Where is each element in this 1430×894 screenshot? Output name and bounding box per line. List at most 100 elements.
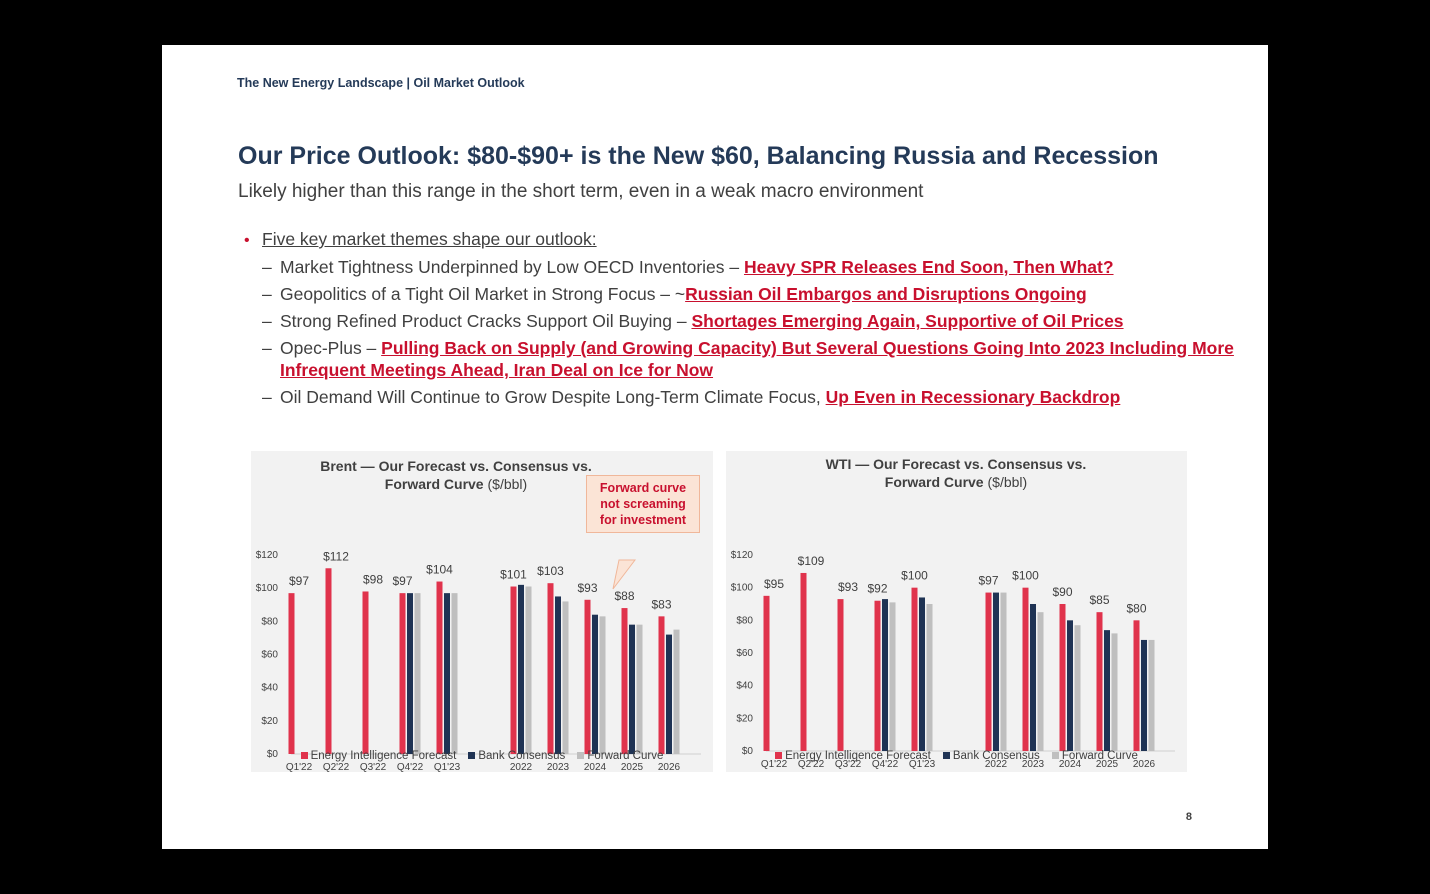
dash-icon: – bbox=[262, 257, 272, 277]
x-tick-label: Q1'23 bbox=[434, 762, 461, 772]
x-tick-label: Q2'22 bbox=[798, 759, 825, 770]
callout-line: not screaming bbox=[600, 497, 686, 511]
bar-bank bbox=[1104, 630, 1110, 751]
data-label: $100 bbox=[1012, 569, 1039, 583]
legend-label: Forward Curve bbox=[587, 750, 664, 762]
bar-bank bbox=[1141, 639, 1147, 751]
y-tick-label: $100 bbox=[731, 583, 754, 594]
legend-item-forecast: Energy Intelligence Forecast bbox=[775, 750, 931, 762]
bar-forward bbox=[599, 616, 606, 754]
data-label: $97 bbox=[978, 574, 998, 588]
dash-icon: – bbox=[262, 311, 272, 331]
data-label: $90 bbox=[1052, 585, 1072, 599]
x-tick-label: 2026 bbox=[658, 762, 681, 772]
legend-item-forecast: Energy Intelligence Forecast bbox=[300, 750, 457, 762]
legend-item-bank: Bank Consensus bbox=[468, 750, 565, 762]
wti-chart: $0 $20 $40 $60 $80 $100 $120 Q1'22 $95 Q2'22 $109 Q… bbox=[726, 451, 1187, 772]
data-label: $104 bbox=[426, 563, 453, 577]
bar-bank bbox=[993, 592, 999, 751]
bar-forward bbox=[636, 624, 643, 754]
data-label: $97 bbox=[289, 574, 309, 588]
legend-item-bank: Bank Consensus bbox=[942, 750, 1040, 762]
bar-bank bbox=[882, 599, 888, 751]
x-tick-label: Q1'22 bbox=[286, 762, 313, 772]
x-tick-label: Q4'22 bbox=[397, 762, 424, 772]
bar-forward bbox=[926, 604, 933, 751]
bullet-link[interactable]: Shortages Emerging Again, Supportive of … bbox=[691, 311, 1124, 331]
bar-forward bbox=[1074, 625, 1081, 751]
bar-forecast bbox=[658, 616, 665, 754]
bar-forecast bbox=[436, 581, 443, 754]
data-label: $100 bbox=[901, 569, 928, 583]
bullet-sub-item: – Oil Demand Will Continue to Grow Despit… bbox=[244, 386, 1254, 408]
y-tick-label: $0 bbox=[267, 749, 279, 760]
brent-chart: $0 $20 $40 $60 $80 $100 $120 Q1'22 $97 Q2'22 $112 Q… bbox=[251, 451, 713, 772]
bar-forecast bbox=[1059, 604, 1066, 751]
data-label: $97 bbox=[392, 574, 412, 588]
x-tick-label: 2026 bbox=[1133, 759, 1156, 770]
y-tick-label: $80 bbox=[261, 616, 278, 627]
callout-line: for investment bbox=[599, 513, 687, 527]
y-tick-label: $80 bbox=[736, 615, 753, 626]
chart-legend: Energy Intelligence Forecast Bank Consen… bbox=[726, 750, 1187, 762]
bar-bank bbox=[444, 593, 450, 754]
x-tick-label: Q3'22 bbox=[360, 762, 387, 772]
bar-forward bbox=[1111, 633, 1118, 751]
bullet-sub-item: – Strong Refined Product Cracks Support O… bbox=[244, 310, 1254, 332]
y-tick-label: $20 bbox=[736, 713, 753, 724]
bullet-link[interactable]: Russian Oil Embargos and Disruptions Ong… bbox=[685, 284, 1087, 304]
chart-title: Brent — Our Forecast vs. Consensus vs. F… bbox=[291, 457, 621, 493]
legend-label: Energy Intelligence Forecast bbox=[310, 750, 457, 762]
page-subtitle: Likely higher than this range in the sho… bbox=[238, 181, 924, 202]
bullet-link[interactable]: Pulling Back on Supply (and Growing Capa… bbox=[280, 338, 1234, 380]
chart-title-unit: ($/bbl) bbox=[487, 476, 528, 492]
x-tick-label: 2025 bbox=[1096, 759, 1119, 770]
bar-forward bbox=[1000, 592, 1007, 751]
wti-chart-svg: $0 $20 $40 $60 $80 $100 $120 Q1'22 $95 Q2'22 $109 Q… bbox=[731, 550, 1175, 770]
y-tick-label: $60 bbox=[261, 650, 278, 661]
x-tick-label: Q3'22 bbox=[835, 759, 862, 770]
legend-item-forward: Forward Curve bbox=[577, 750, 663, 762]
chart-title-line1: Brent — Our Forecast vs. Consensus vs. bbox=[320, 458, 592, 474]
x-tick-label: Q1'22 bbox=[761, 759, 788, 770]
bar-bank bbox=[666, 634, 672, 754]
bullet-sub-item: – Opec-Plus – Pulling Back on Supply (and… bbox=[244, 337, 1254, 381]
data-label: $109 bbox=[798, 554, 825, 568]
bar-forecast bbox=[547, 583, 554, 754]
bar-forward bbox=[673, 629, 680, 754]
x-tick-label: Q1'23 bbox=[909, 759, 936, 770]
brent-chart-svg: $0 $20 $40 $60 $80 $100 $120 Q1'22 $97 Q2'22 $112 Q… bbox=[256, 549, 701, 772]
bullet-main: • Five key market themes shape our outlo… bbox=[244, 229, 1254, 256]
bar-forecast bbox=[510, 586, 517, 754]
legend-label: Energy Intelligence Forecast bbox=[785, 750, 931, 762]
chart-title-line2: Forward Curve bbox=[384, 476, 484, 492]
bar-forecast bbox=[1096, 612, 1103, 751]
bar-forecast bbox=[1022, 587, 1029, 751]
data-label: $88 bbox=[614, 589, 634, 603]
x-tick-label: 2022 bbox=[510, 762, 533, 772]
data-label: $112 bbox=[323, 549, 349, 563]
bar-bank bbox=[518, 584, 524, 754]
legend-swatch bbox=[577, 752, 585, 759]
legend-item-forward: Forward Curve bbox=[1051, 750, 1138, 762]
data-label: $101 bbox=[500, 568, 527, 582]
legend-label: Bank Consensus bbox=[952, 750, 1040, 762]
slide: The New Energy Landscape | Oil Market Ou… bbox=[162, 45, 1268, 849]
x-tick-label: 2023 bbox=[547, 762, 570, 772]
bar-forecast bbox=[362, 591, 369, 754]
data-label: $83 bbox=[651, 597, 671, 611]
x-tick-label: 2025 bbox=[621, 762, 644, 772]
legend-label: Bank Consensus bbox=[478, 750, 566, 762]
bullet-link[interactable]: Up Even in Recessionary Backdrop bbox=[825, 387, 1121, 407]
bar-forecast bbox=[911, 587, 918, 751]
x-tick-label: 2022 bbox=[985, 759, 1008, 770]
data-label: $85 bbox=[1089, 593, 1109, 607]
page-number: 8 bbox=[1185, 811, 1192, 823]
y-tick-label: $20 bbox=[261, 716, 278, 727]
bar-forecast bbox=[837, 599, 844, 751]
y-tick-label: $120 bbox=[256, 550, 279, 561]
data-label: $98 bbox=[363, 572, 383, 586]
bar-forward bbox=[1148, 639, 1155, 751]
bar-forecast bbox=[874, 600, 881, 751]
bullet-link[interactable]: Heavy SPR Releases End Soon, Then What? bbox=[743, 257, 1114, 277]
